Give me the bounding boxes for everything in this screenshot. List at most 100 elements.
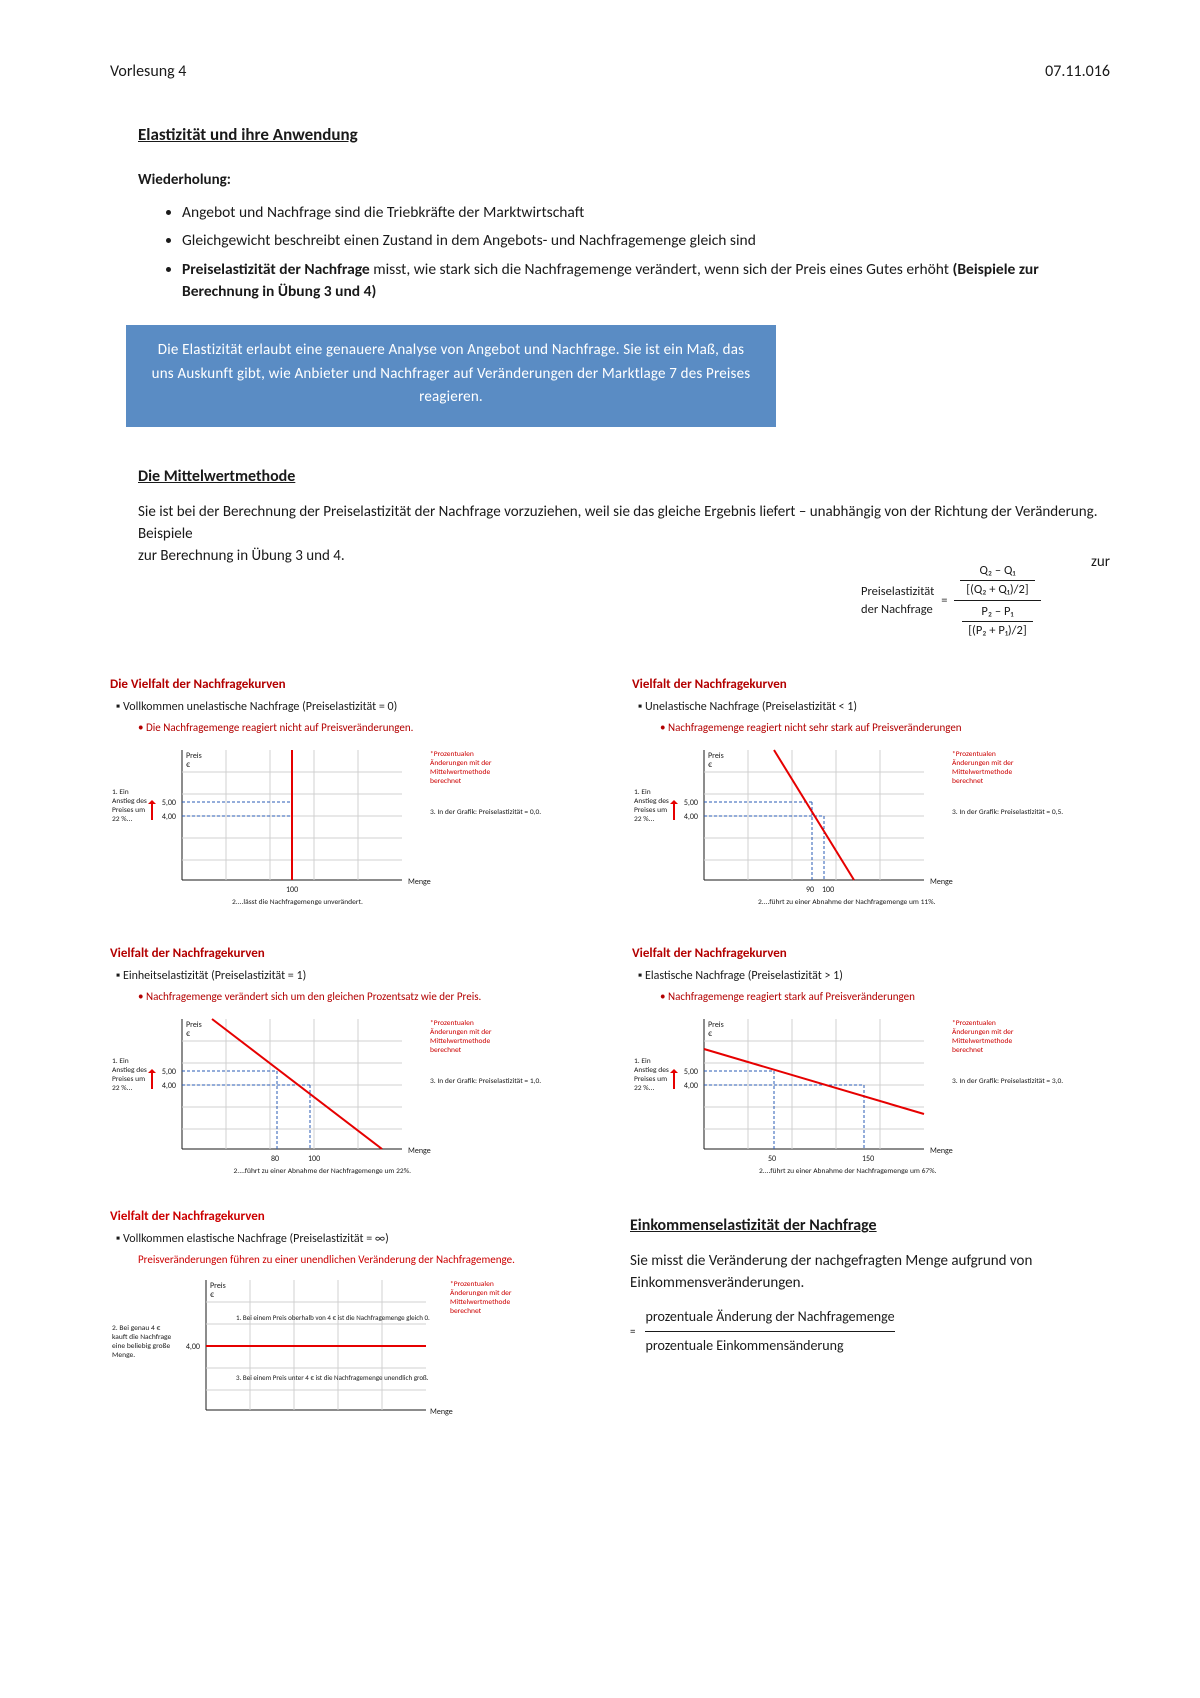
chart-sub2: • Nachfragemenge reagiert stark auf Prei… (660, 989, 1110, 1005)
wiederholung-list: Angebot und Nachfrage sind die Triebkräf… (182, 202, 1110, 304)
svg-text:5,00: 5,00 (684, 1067, 698, 1077)
callout-box: Die Elastizität erlaubt eine genauere An… (126, 325, 776, 427)
header-right: 07.11.016 (1045, 60, 1110, 83)
chart-sub2: • Die Nachfragemenge reagiert nicht auf … (138, 720, 588, 736)
wiederholung-item: Angebot und Nachfrage sind die Triebkräf… (182, 202, 1110, 224)
chart-section-title: Die Vielfalt der Nachfragekurven (110, 676, 588, 695)
demand-chart: Preis€ 5,00 4,00 80 100 Menge 2....führt… (110, 1011, 580, 1196)
chart-sub: ▪ Unelastische Nachfrage (Preiselastizit… (638, 699, 1110, 716)
chart-cell: Die Vielfalt der Nachfragekurven ▪ Vollk… (110, 676, 588, 927)
formula-num-top: Q₂ – Q₁ (960, 562, 1034, 580)
svg-text:4,00: 4,00 (684, 1081, 698, 1091)
svg-text:2. Bei genau 4 €kauft die Nach: 2. Bei genau 4 €kauft die Nachfrageeine … (112, 1324, 172, 1360)
chart-cell: Vielfalt der Nachfragekurven ▪ Einheitse… (110, 945, 588, 1196)
svg-text:Preis€: Preis€ (708, 751, 724, 770)
chart-sub: ▪ Vollkommen unelastische Nachfrage (Pre… (116, 699, 588, 716)
mittel-text: Sie ist bei der Berechnung der Preiselas… (138, 502, 1110, 546)
svg-text:*ProzentualenÄnderungen mit de: *ProzentualenÄnderungen mit derMittelwer… (952, 1019, 1014, 1055)
svg-text:1. EinAnstieg desPreises um22: 1. EinAnstieg desPreises um22 %... (112, 788, 147, 824)
demand-chart: Preis€ 5,00 4,00 100 Menge 2....lässt di… (110, 742, 580, 927)
svg-text:2....führt zu einer Abnahme de: 2....führt zu einer Abnahme der Nachfrag… (759, 1167, 937, 1176)
formula-den-bot: [(P₂ + P₁)/2] (962, 621, 1032, 640)
mittel-text-b: zur Berechnung in Übung 3 und 4. (138, 547, 345, 565)
chart-section-title: Vielfalt der Nachfragekurven (110, 945, 588, 964)
svg-text:100: 100 (822, 885, 834, 895)
chart5-svg: Preis€ 4,00 1. Bei einem Preis oberhalb … (110, 1274, 540, 1444)
svg-text:3. Bei einem Preis unter 4 € i: 3. Bei einem Preis unter 4 € ist die Nac… (236, 1373, 429, 1382)
svg-text:Preis€: Preis€ (186, 751, 202, 770)
svg-text:1. EinAnstieg desPreises um22: 1. EinAnstieg desPreises um22 %... (634, 788, 669, 824)
svg-text:Menge: Menge (930, 877, 953, 887)
svg-text:4,00: 4,00 (684, 812, 698, 822)
svg-text:1. EinAnstieg desPreises um22: 1. EinAnstieg desPreises um22 %... (112, 1057, 147, 1093)
chart-sub: ▪ Elastische Nachfrage (Preiselastizität… (638, 968, 1110, 985)
callout-text: Die Elastizität erlaubt eine genauere An… (152, 341, 751, 406)
svg-text:2....führt zu einer Abnahme de: 2....führt zu einer Abnahme der Nachfrag… (758, 898, 936, 907)
svg-text:*ProzentualenÄnderungen mit de: *ProzentualenÄnderungen mit derMittelwer… (952, 750, 1014, 786)
svg-text:*ProzentualenÄnderungen mit de: *ProzentualenÄnderungen mit derMittelwer… (450, 1280, 512, 1316)
einkommen-frac-bot: prozentuale Einkommensänderung (645, 1332, 894, 1356)
chart-sub: ▪ Einheitselastizität (Preiselastizität … (116, 968, 588, 985)
chart5-title: Vielfalt der Nachfragekurven (110, 1208, 590, 1227)
wiederholung-item: Preiselastizität der Nachfrage misst, wi… (182, 259, 1110, 304)
formula-eq: = (941, 593, 947, 608)
page-title: Elastizität und ihre Anwendung (138, 123, 1110, 148)
formula-lhs-b: der Nachfrage (861, 602, 933, 617)
svg-text:4,00: 4,00 (162, 812, 176, 822)
svg-text:Preis€: Preis€ (186, 1020, 202, 1039)
chart-section-title: Vielfalt der Nachfragekurven (632, 945, 1110, 964)
chart5-sub2: Preisveränderungen führen zu einer unend… (138, 1252, 590, 1268)
svg-text:100: 100 (286, 885, 298, 895)
mittel-text-zur: zur (1091, 552, 1110, 574)
mittel-text-b-wrap: zur Berechnung in Übung 3 und 4. (138, 546, 831, 568)
einkommen-frac-top: prozentuale Änderung der Nachfragemenge (645, 1307, 894, 1332)
chart-section-title: Vielfalt der Nachfragekurven (632, 676, 1110, 695)
svg-text:Menge: Menge (930, 1146, 953, 1156)
formula-den-top: P₂ – P₁ (962, 603, 1032, 621)
svg-text:3. In der Grafik: Preiselastiz: 3. In der Grafik: Preiselastizität = 3,0… (952, 1077, 1063, 1086)
formula-num-bot: [(Q₂ + Q₁)/2] (960, 580, 1034, 599)
svg-text:150: 150 (862, 1154, 874, 1164)
einkommen-formula: = prozentuale Änderung der Nachfragemeng… (630, 1307, 1110, 1357)
svg-text:5,00: 5,00 (162, 1067, 176, 1077)
einkommen-title: Einkommenselastizität der Nachfrage (630, 1214, 1110, 1237)
mittel-text-a: Sie ist bei der Berechnung der Preiselas… (138, 503, 1098, 543)
svg-text:80: 80 (271, 1154, 279, 1164)
svg-text:1. EinAnstieg desPreises um22: 1. EinAnstieg desPreises um22 %... (634, 1057, 669, 1093)
page-header: Vorlesung 4 07.11.016 (110, 60, 1110, 83)
svg-text:100: 100 (308, 1154, 320, 1164)
svg-text:2....führt zu einer Abnahme de: 2....führt zu einer Abnahme der Nachfrag… (234, 1167, 412, 1176)
svg-text:3. In der Grafik: Preiselastiz: 3. In der Grafik: Preiselastizität = 1,0… (430, 1077, 541, 1086)
svg-text:3. In der Grafik: Preiselastiz: 3. In der Grafik: Preiselastizität = 0,0… (430, 808, 541, 817)
svg-text:2....lässt die Nachfragemenge: 2....lässt die Nachfragemenge unveränder… (232, 898, 363, 907)
svg-text:Menge: Menge (408, 1146, 431, 1156)
svg-text:4,00: 4,00 (186, 1342, 200, 1352)
wiederholung-item: Gleichgewicht beschreibt einen Zustand i… (182, 230, 1110, 252)
svg-text:Menge: Menge (430, 1407, 453, 1417)
svg-text:50: 50 (768, 1154, 776, 1164)
elasticity-formula: Preiselastizität der Nachfrage = Q₂ – Q₁… (861, 560, 1061, 642)
svg-text:3. In der Grafik: Preiselastiz: 3. In der Grafik: Preiselastizität = 0,5… (952, 808, 1063, 817)
chart-sub2: • Nachfragemenge verändert sich um den g… (138, 989, 588, 1005)
svg-text:Preis€: Preis€ (210, 1281, 226, 1300)
svg-text:4,00: 4,00 (162, 1081, 176, 1091)
formula-lhs-a: Preiselastizität (861, 584, 934, 599)
svg-text:5,00: 5,00 (162, 798, 176, 808)
svg-text:*ProzentualenÄnderungen mit de: *ProzentualenÄnderungen mit derMittelwer… (430, 750, 492, 786)
svg-text:Menge: Menge (408, 877, 431, 887)
demand-chart: Preis€ 5,00 4,00 90 100 Menge 2....führt… (632, 742, 1102, 927)
chart-sub2: • Nachfragemenge reagiert nicht sehr sta… (660, 720, 1110, 736)
section-mittelwert: Die Mittelwertmethode (138, 465, 1110, 488)
chart-cell: Vielfalt der Nachfragekurven ▪ Unelastis… (632, 676, 1110, 927)
chart-cell: Vielfalt der Nachfragekurven ▪ Elastisch… (632, 945, 1110, 1196)
einkommen-text: Sie misst die Veränderung der nachgefrag… (630, 1251, 1110, 1295)
chart5-sub: ▪ Vollkommen elastische Nachfrage (Preis… (116, 1231, 590, 1248)
svg-text:1. Bei einem Preis oberhalb vo: 1. Bei einem Preis oberhalb von 4 € ist … (236, 1313, 430, 1322)
svg-text:Preis€: Preis€ (708, 1020, 724, 1039)
svg-text:5,00: 5,00 (684, 798, 698, 808)
wiederholung-label: Wiederholung: (138, 170, 1110, 192)
svg-text:90: 90 (806, 885, 814, 895)
header-left: Vorlesung 4 (110, 60, 186, 83)
svg-text:*ProzentualenÄnderungen mit de: *ProzentualenÄnderungen mit derMittelwer… (430, 1019, 492, 1055)
demand-chart: Preis€ 5,00 4,00 50 150 Menge 2....führt… (632, 1011, 1102, 1196)
